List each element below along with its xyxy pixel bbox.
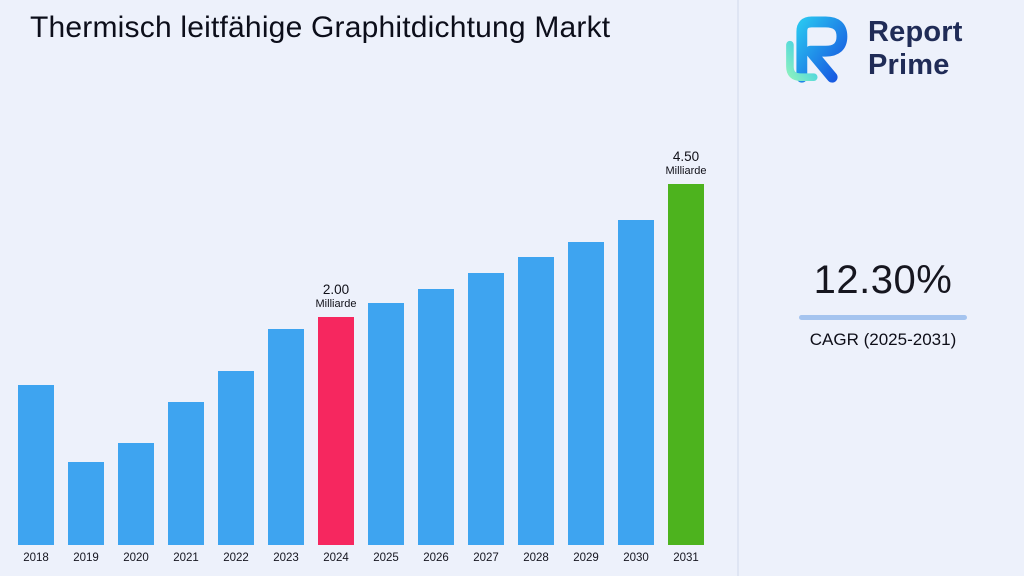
- bar-column: 2018: [18, 385, 54, 566]
- bar-2018: [18, 385, 54, 545]
- bar-column: 2.00 Milliarde 2024: [316, 282, 357, 566]
- x-axis-label: 2027: [473, 552, 499, 564]
- x-axis-label: 2031: [673, 552, 699, 564]
- x-axis-label: 2021: [173, 552, 199, 564]
- bar-2029: [568, 242, 604, 545]
- bar-2026: [418, 289, 454, 545]
- bar-column: 2022: [218, 371, 254, 566]
- bar-2019: [68, 462, 104, 545]
- x-axis-label: 2020: [123, 552, 149, 564]
- bar-2024: [318, 317, 354, 545]
- cagr-panel: 12.30% CAGR (2025-2031): [788, 258, 978, 350]
- x-axis-label: 2019: [73, 552, 99, 564]
- bar-column: 2030: [618, 220, 654, 566]
- bar-value: 4.50: [672, 149, 700, 164]
- brand-logo: Report Prime: [778, 10, 963, 88]
- bar-2030: [618, 220, 654, 545]
- bar-value-label: 2.00 Milliarde: [316, 282, 357, 310]
- bar-value-label: 4.50 Milliarde: [666, 149, 707, 177]
- bar-2020: [118, 443, 154, 545]
- bar-2021: [168, 402, 204, 545]
- bar-unit: Milliarde: [665, 165, 707, 177]
- bar-column: 2026: [418, 289, 454, 566]
- bar-column: 2029: [568, 242, 604, 566]
- x-axis-label: 2026: [423, 552, 449, 564]
- bar-column: 2019: [68, 462, 104, 566]
- bar-column: 2021: [168, 402, 204, 566]
- bar-unit: Milliarde: [315, 298, 357, 310]
- cagr-label: CAGR (2025-2031): [809, 330, 957, 349]
- bar-column: 2020: [118, 443, 154, 566]
- bar-2025: [368, 303, 404, 545]
- x-axis-label: 2023: [273, 552, 299, 564]
- bar-2022: [218, 371, 254, 545]
- bar-column: 2023: [268, 329, 304, 566]
- bar-chart: 2018 2019 2020 2021 2022 2023 2.00 Milliarde 202…: [18, 149, 707, 566]
- report-prime-logo-icon: [786, 16, 848, 83]
- logo-text-report: Report: [868, 16, 963, 48]
- x-axis-label: 2024: [323, 552, 349, 564]
- x-axis-label: 2028: [523, 552, 549, 564]
- bar-2031: [668, 184, 704, 545]
- cagr-value: 12.30%: [813, 258, 953, 302]
- logo-text: Report Prime: [868, 16, 963, 82]
- vertical-divider: [737, 0, 739, 576]
- bar-2028: [518, 257, 554, 545]
- logo-text-prime: Prime: [868, 49, 950, 81]
- bar-column: 2028: [518, 257, 554, 566]
- bar-column: 4.50 Milliarde 2031: [666, 149, 707, 566]
- bar-2027: [468, 273, 504, 545]
- x-axis-label: 2025: [373, 552, 399, 564]
- x-axis-label: 2022: [223, 552, 249, 564]
- page-title: Thermisch leitfähige Graphitdichtung Mar…: [30, 11, 611, 44]
- x-axis-label: 2029: [573, 552, 599, 564]
- cagr-underline: [799, 315, 967, 320]
- bar-value: 2.00: [322, 282, 350, 297]
- bar-column: 2027: [468, 273, 504, 566]
- bar-2023: [268, 329, 304, 545]
- bar-column: 2025: [368, 303, 404, 566]
- x-axis-label: 2030: [623, 552, 649, 564]
- x-axis-label: 2018: [23, 552, 49, 564]
